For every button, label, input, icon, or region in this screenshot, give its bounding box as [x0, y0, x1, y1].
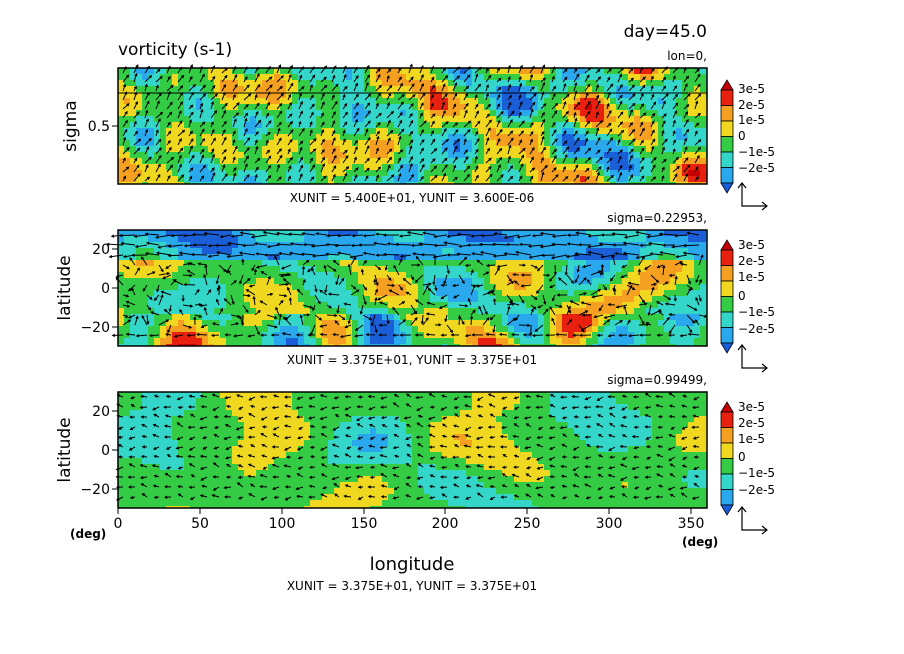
x-unit-right: (deg) — [682, 535, 718, 549]
xtick-label-50: 50 — [191, 516, 209, 532]
panel-1-field — [118, 68, 707, 184]
cbar2-label: 2e-5 — [738, 254, 765, 268]
colorbar-segment — [720, 296, 734, 313]
colorbar-3-labels: 3e-5 2e-5 1e-5 0 −1e-5 −2e-5 — [738, 400, 775, 497]
cbar3-label: −2e-5 — [738, 483, 775, 497]
day-label: day=45.0 — [624, 22, 707, 42]
colorbar-segment — [720, 473, 734, 490]
panel-2-ytick-label-m20: −20 — [80, 320, 110, 336]
cbar2-label: 0 — [738, 289, 746, 303]
cbar1-label: 0 — [738, 129, 746, 143]
colorbar-segment — [720, 327, 734, 344]
colorbar-segment — [720, 442, 734, 459]
cbar3-label: −1e-5 — [738, 466, 775, 480]
xtick-label-300: 300 — [596, 516, 623, 532]
ref-arrow-3-heads — [737, 506, 768, 535]
colorbar-segment — [720, 136, 734, 153]
cbar2-label: 3e-5 — [738, 238, 765, 252]
colorbar-segment — [720, 489, 734, 506]
panel-1: lon=0, sigma 0.5 XUNIT = 5.400E+01, YUNI… — [61, 49, 708, 205]
colorbar-segment — [720, 89, 734, 106]
colorbar-bottom-cap — [720, 182, 734, 194]
panel-1-vector-unit: XUNIT = 5.400E+01, YUNIT = 3.600E-06 — [290, 191, 535, 205]
colorbar-segment — [720, 265, 734, 282]
xtick-label-100: 100 — [269, 516, 296, 532]
ref-arrow-2-heads — [737, 344, 768, 373]
panel-2-vectors — [106, 230, 708, 339]
cbar3-label: 1e-5 — [738, 432, 765, 446]
xtick-label-250: 250 — [514, 516, 541, 532]
colorbar-1 — [720, 79, 734, 194]
panel-2-ytick-label-20: 20 — [92, 242, 110, 258]
colorbar-segment — [720, 249, 734, 266]
colorbar-2-labels: 3e-5 2e-5 1e-5 0 −1e-5 −2e-5 — [738, 238, 775, 336]
cbar1-label: 2e-5 — [738, 98, 765, 112]
panel-3-ytick-label-20: 20 — [92, 404, 110, 420]
panel-2-vector-unit: XUNIT = 3.375E+01, YUNIT = 3.375E+01 — [287, 353, 537, 367]
cbar1-label: 1e-5 — [738, 113, 765, 127]
reference-vector-1 — [737, 182, 768, 211]
colorbar-segment — [720, 167, 734, 184]
colorbar-segment — [720, 458, 734, 475]
x-unit-left: (deg) — [70, 527, 106, 541]
panel-2-ylabel: latitude — [55, 255, 75, 320]
reference-vector-3 — [737, 506, 768, 535]
panel-2-subtitle: sigma=0.22953, — [607, 211, 707, 225]
xtick-label-150: 150 — [351, 516, 378, 532]
panel-3-xtick-marks — [117, 508, 692, 514]
cbar3-label: 0 — [738, 450, 746, 464]
colorbar-segment — [720, 427, 734, 444]
panel-3-ytick-label-0: 0 — [101, 443, 110, 459]
panel-1-subtitle: lon=0, — [667, 49, 707, 63]
panel-1-vectors — [122, 63, 702, 182]
cbar1-label: 3e-5 — [738, 82, 765, 96]
ref-arrow-1 — [741, 184, 766, 207]
panel-2-ytick-label-0: 0 — [101, 281, 110, 297]
xtick-label-0: 0 — [114, 516, 123, 532]
xtick-label-200: 200 — [432, 516, 459, 532]
panel-3-subtitle: sigma=0.99499, — [607, 373, 707, 387]
colorbar-segment — [720, 411, 734, 428]
cbar1-label: −2e-5 — [738, 161, 775, 175]
cbar1-label: −1e-5 — [738, 145, 775, 159]
colorbar-2 — [720, 239, 734, 354]
xtick-label-350: 350 — [678, 516, 705, 532]
colorbar-segment — [720, 105, 734, 122]
colorbar-top-cap — [720, 239, 734, 251]
colorbar-segment — [720, 151, 734, 168]
cbar3-label: 2e-5 — [738, 416, 765, 430]
cbar2-label: −2e-5 — [738, 322, 775, 336]
x-axis-label: longitude — [370, 554, 455, 575]
colorbar-1-labels: 3e-5 2e-5 1e-5 0 −1e-5 −2e-5 — [738, 82, 775, 175]
cbar2-label: 1e-5 — [738, 270, 765, 284]
panel-1-ytick-label: 0.5 — [88, 119, 110, 135]
panel-2: sigma=0.22953, latitude 20 0 −20 XUNIT =… — [55, 211, 708, 367]
panel-3-vectors — [115, 392, 700, 501]
figure-title: vorticity (s-1) — [118, 40, 232, 60]
panel-3-ylabel: latitude — [55, 417, 75, 482]
ref-arrow-3 — [741, 508, 766, 531]
panel-3-ytick-label-m20: −20 — [80, 482, 110, 498]
colorbar-bottom-cap — [720, 342, 734, 354]
panel-3-vector-unit: XUNIT = 3.375E+01, YUNIT = 3.375E+01 — [287, 579, 537, 593]
cbar3-label: 3e-5 — [738, 400, 765, 414]
colorbar-top-cap — [720, 401, 734, 413]
colorbar-bottom-cap — [720, 504, 734, 516]
ref-arrow-1-heads — [737, 182, 768, 211]
cbar2-label: −1e-5 — [738, 305, 775, 319]
panel-3: sigma=0.99499, latitude 20 0 −20 0 50 10… — [55, 373, 718, 593]
colorbar-top-cap — [720, 79, 734, 91]
colorbar-segment — [720, 311, 734, 328]
colorbar-3 — [720, 401, 734, 516]
colorbar-segment — [720, 280, 734, 297]
colorbar-segment — [720, 120, 734, 137]
reference-vector-2 — [737, 344, 768, 373]
ref-arrow-2 — [741, 346, 766, 369]
panel-1-ylabel: sigma — [61, 100, 81, 151]
